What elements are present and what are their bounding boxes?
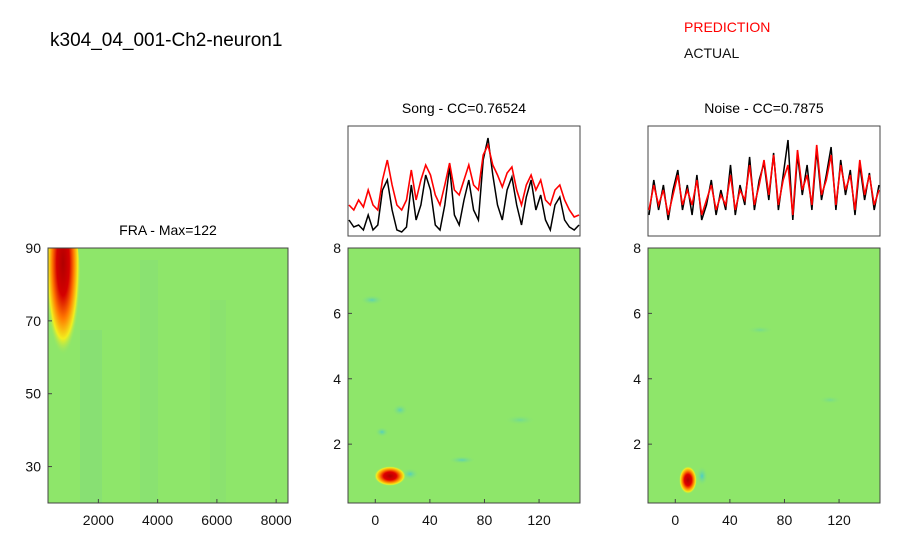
figure-title: k304_04_001-Ch2-neuron1: [50, 30, 283, 51]
fra-x-tick-label: 6000: [201, 512, 232, 528]
fra-x-tick-label: 8000: [261, 512, 292, 528]
song-actual-line: [348, 137, 580, 233]
song-trace-plot: [347, 125, 581, 237]
noise-strf-y-tick-label: 2: [633, 436, 641, 452]
fra-band-3: [210, 300, 226, 503]
fra-x-tick-label: 2000: [83, 512, 114, 528]
noise-strf-x-tick-label: 0: [671, 512, 679, 528]
song-prediction-line: [348, 142, 580, 218]
song-strf-blue-3: [375, 427, 389, 437]
song-strf-background: [348, 248, 580, 503]
song-strf-frame: [347, 247, 581, 504]
noise-strf-heatmap: 0 40 80 120 2 4 6 8: [633, 240, 881, 528]
fra-band-1: [80, 330, 102, 503]
song-strf-x-tick-label: 80: [477, 512, 493, 528]
fra-title: FRA - Max=122: [119, 222, 217, 238]
noise-strf-blue-3: [818, 396, 842, 404]
fra-response-peak: [48, 248, 81, 392]
song-strf-blue-1: [360, 295, 384, 305]
legend-actual: ACTUAL: [684, 45, 740, 61]
fra-y-tick-label: 50: [25, 386, 41, 402]
song-strf-axes: 0 40 80 120 2 4 6 8: [333, 240, 551, 528]
fra-band-2: [140, 260, 158, 503]
legend-prediction: PREDICTION: [684, 19, 771, 35]
song-strf-y-tick-label: 8: [333, 240, 341, 256]
fra-y-tick-label: 30: [25, 459, 41, 475]
fra-heatmap: 2000 4000 6000 8000 30 50 70 90: [25, 240, 292, 528]
fra-axes: 2000 4000 6000 8000 30 50 70 90: [25, 240, 292, 528]
noise-trace-frame: [647, 125, 881, 237]
noise-strf-x-tick-label: 80: [777, 512, 793, 528]
noise-strf-blue-1: [696, 466, 708, 486]
song-title: Song - CC=0.76524: [401, 100, 527, 116]
noise-strf-background: [648, 248, 880, 503]
song-strf-blue-5: [504, 415, 536, 425]
noise-strf-x-tick-label: 120: [827, 512, 851, 528]
noise-strf-x-tick-label: 40: [722, 512, 738, 528]
noise-strf-y-tick-label: 4: [633, 371, 641, 387]
song-strf-heatmap: 0 40 80 120 2 4 6 8: [333, 240, 581, 528]
noise-strf-y-tick-label: 6: [633, 305, 641, 321]
fra-y-tick-label: 70: [25, 313, 41, 329]
song-strf-x-tick-label: 120: [527, 512, 551, 528]
noise-strf-axes: 0 40 80 120 2 4 6 8: [633, 240, 851, 528]
noise-strf-frame: [647, 247, 881, 504]
noise-strf-y-tick-label: 8: [633, 240, 641, 256]
fra-frame: [47, 247, 289, 504]
song-strf-x-tick-label: 40: [422, 512, 438, 528]
song-strf-y-tick-label: 2: [333, 436, 341, 452]
song-strf-blue-2: [392, 404, 408, 416]
noise-strf-blue-2: [746, 326, 774, 334]
fra-x-tick-label: 4000: [142, 512, 173, 528]
fra-y-tick-label: 90: [25, 240, 41, 256]
noise-prediction-line: [648, 144, 880, 216]
song-strf-x-tick-label: 0: [371, 512, 379, 528]
song-strf-hotspot: [374, 466, 406, 486]
noise-trace-plot: [647, 125, 881, 237]
noise-strf-hotspot: [679, 466, 697, 494]
song-strf-blue-4: [448, 456, 476, 464]
song-strf-y-tick-label: 4: [333, 371, 341, 387]
song-strf-y-tick-label: 6: [333, 305, 341, 321]
noise-title: Noise - CC=0.7875: [704, 100, 824, 116]
